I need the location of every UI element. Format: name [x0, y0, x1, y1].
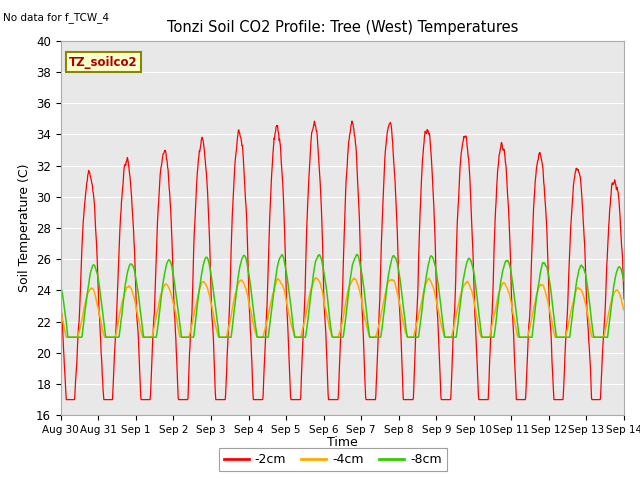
-8cm	[57, 286, 65, 292]
-2cm	[431, 223, 438, 228]
-4cm	[554, 334, 562, 340]
-8cm	[504, 258, 512, 264]
-8cm	[431, 260, 438, 266]
-2cm	[57, 307, 65, 312]
Line: -2cm: -2cm	[61, 121, 624, 399]
-2cm	[554, 396, 562, 402]
-4cm	[312, 275, 319, 280]
-2cm	[246, 308, 253, 313]
-2cm	[504, 200, 512, 205]
Text: TZ_soilco2: TZ_soilco2	[69, 56, 138, 69]
-4cm	[169, 298, 177, 303]
Title: Tonzi Soil CO2 Profile: Tree (West) Temperatures: Tonzi Soil CO2 Profile: Tree (West) Temp…	[166, 21, 518, 36]
-8cm	[169, 269, 177, 275]
-2cm	[169, 261, 177, 267]
-8cm	[554, 334, 562, 340]
-8cm	[64, 334, 72, 340]
-2cm	[63, 396, 70, 402]
-4cm	[57, 312, 65, 317]
-8cm	[246, 275, 253, 281]
-4cm	[431, 289, 438, 295]
Y-axis label: Soil Temperature (C): Soil Temperature (C)	[17, 164, 31, 292]
-4cm	[63, 334, 70, 340]
-8cm	[620, 278, 628, 284]
-4cm	[504, 288, 512, 294]
-8cm	[353, 252, 361, 257]
-2cm	[348, 118, 356, 124]
X-axis label: Time: Time	[327, 436, 358, 449]
-2cm	[182, 396, 190, 402]
-4cm	[246, 301, 253, 307]
Line: -4cm: -4cm	[61, 277, 624, 337]
-4cm	[620, 307, 628, 313]
-2cm	[620, 296, 628, 302]
Text: No data for f_TCW_4: No data for f_TCW_4	[3, 12, 109, 23]
Line: -8cm: -8cm	[61, 254, 624, 337]
Legend: -2cm, -4cm, -8cm: -2cm, -4cm, -8cm	[219, 448, 447, 471]
-4cm	[182, 334, 190, 340]
-8cm	[182, 334, 190, 340]
